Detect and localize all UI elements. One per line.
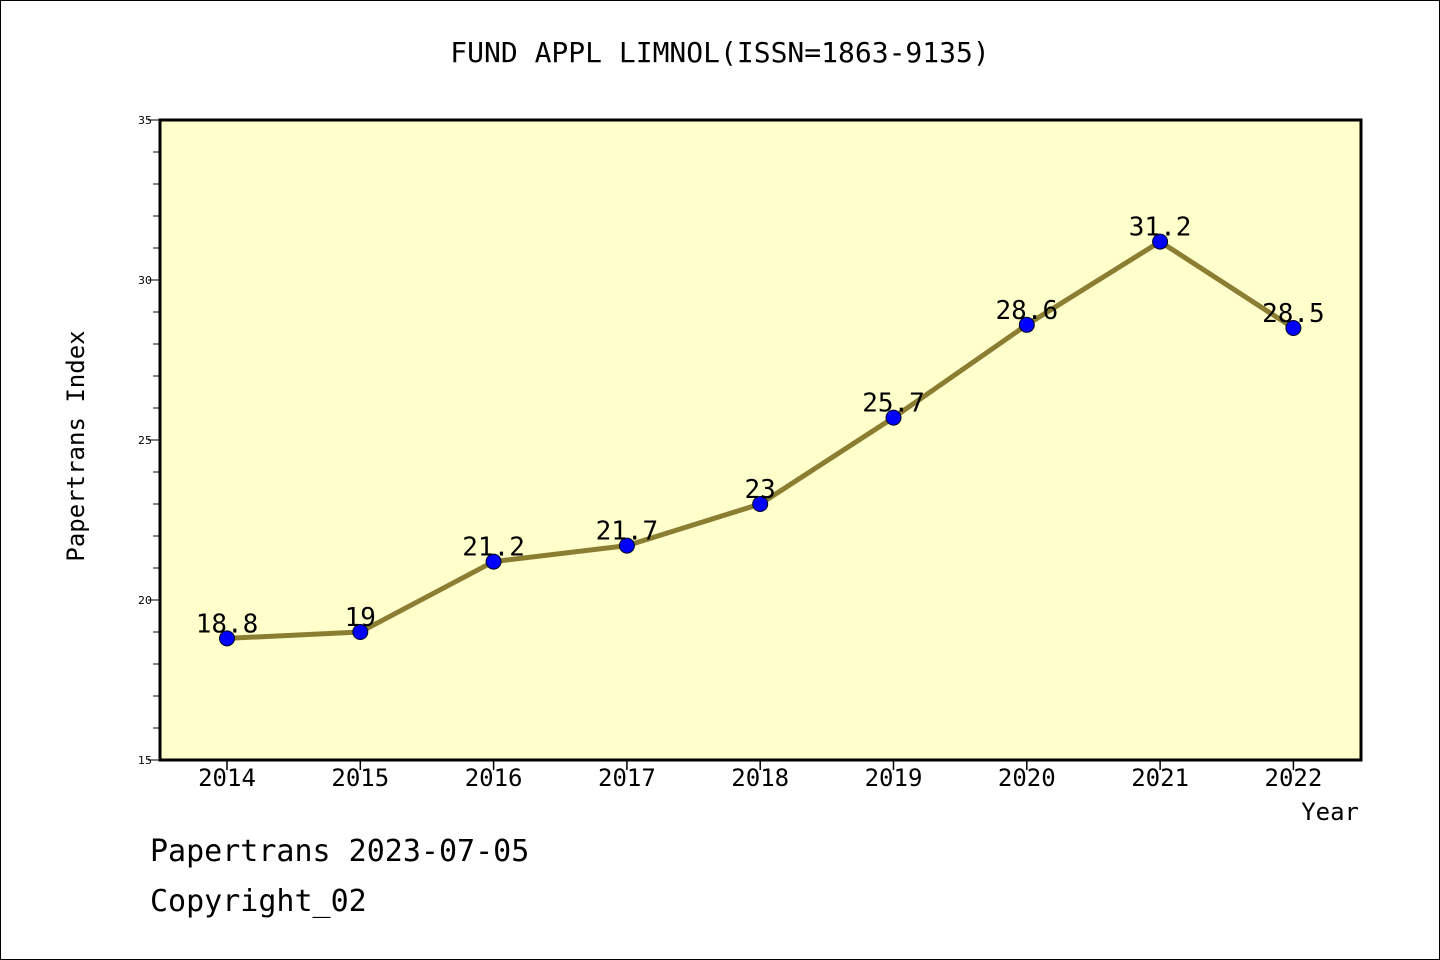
x-tick-label: 2016 [465, 764, 523, 792]
data-label: 21.7 [596, 517, 659, 547]
data-point [618, 537, 635, 554]
y-tick-label: 25 [138, 434, 152, 447]
x-tick-label: 2022 [1265, 764, 1323, 792]
x-axis-ticks: 2014 2015 2016 2017 2018 2019 2020 2021 2022 [198, 760, 1322, 792]
data-point [219, 630, 235, 647]
plot-area [160, 120, 1361, 760]
y-tick-label: 35 [138, 114, 152, 127]
data-point [1018, 316, 1035, 333]
y-axis-title: Papertrans Index [62, 330, 90, 561]
y-axis-ticks: 15 20 25 30 35 [138, 114, 160, 767]
x-tick-label: 2020 [998, 764, 1056, 792]
x-axis-title: Year [1301, 798, 1359, 826]
data-label: 31.2 [1129, 213, 1192, 243]
data-point [1152, 233, 1169, 250]
data-label: 19 [345, 603, 376, 633]
x-tick-label: 2014 [198, 764, 256, 792]
y-tick-label: 20 [138, 594, 152, 607]
data-point [1285, 320, 1302, 336]
data-label: 23 [745, 475, 776, 505]
data-point [485, 553, 502, 570]
data-point [885, 409, 902, 426]
y-tick-label: 15 [138, 754, 152, 767]
chart-title: FUND APPL LIMNOL(ISSN=1863-9135) [450, 36, 990, 69]
x-tick-label: 2021 [1131, 764, 1189, 792]
x-tick-label: 2019 [865, 764, 923, 792]
y-tick-label: 30 [138, 274, 152, 287]
series-markers [219, 233, 1302, 647]
x-tick-label: 2017 [598, 764, 656, 792]
data-point [752, 496, 769, 512]
plot-border [158, 118, 1363, 762]
footer-date: Papertrans 2023-07-05 [150, 834, 530, 869]
x-tick-label: 2015 [331, 764, 389, 792]
footer-copyright: Copyright_02 [150, 884, 367, 919]
data-label: 21.2 [462, 533, 525, 563]
data-label: 25.7 [862, 389, 925, 419]
data-label: 28.5 [1262, 299, 1325, 329]
data-point [352, 624, 369, 640]
data-label: 18.8 [196, 609, 259, 639]
data-labels: 18.8 19 21.2 21.7 23 25.7 28.6 31.2 28.5 [196, 213, 1325, 640]
data-label: 28.6 [995, 296, 1058, 326]
x-tick-label: 2018 [731, 764, 789, 792]
